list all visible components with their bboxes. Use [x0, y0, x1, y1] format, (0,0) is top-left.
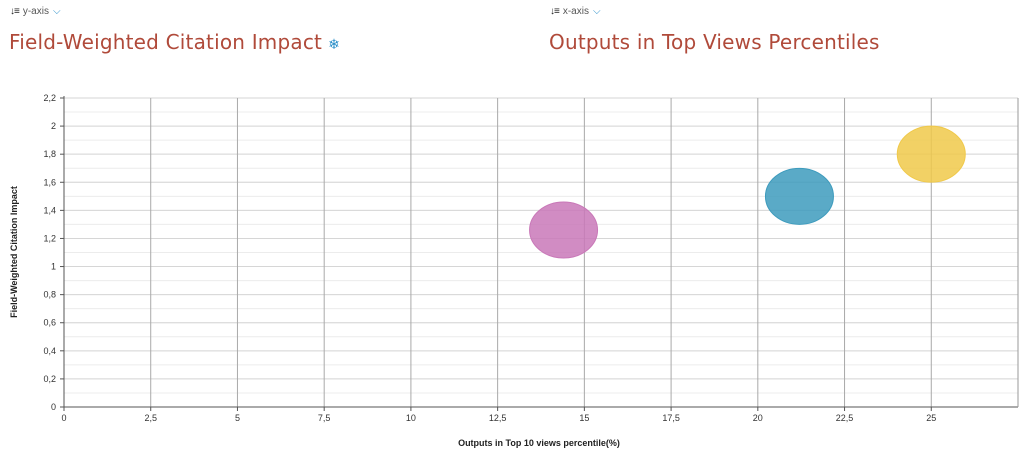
chevron-down-icon: ⌵	[592, 6, 601, 17]
data-points	[529, 125, 966, 259]
y-axis-selector[interactable]: ↓≡ y-axis ⌵	[10, 6, 61, 17]
x-tick-label: 10	[406, 413, 416, 423]
x-tick-label: 7,5	[318, 413, 331, 423]
x-axis-label: x-axis	[562, 6, 589, 17]
y-metric-title[interactable]: Field-Weighted Citation Impact ❄	[9, 30, 340, 54]
x-ticks: 0 2,5 5 7,5 10 12,5 15 17,5 20 22,5 25	[61, 407, 936, 423]
x-axis-selector[interactable]: ↓≡ x-axis ⌵	[550, 6, 601, 17]
x-axis-title: Outputs in Top 10 views percentile(%)	[458, 438, 620, 448]
x-tick-label: 2,5	[144, 413, 157, 423]
y-tick-label: 1,8	[43, 149, 56, 159]
y-tick-label: 1	[51, 262, 56, 272]
x-tick-label: 17,5	[662, 413, 680, 423]
y-tick-label: 0,8	[43, 290, 56, 300]
y-tick-label: 0	[51, 402, 56, 412]
y-tick-label: 2,2	[43, 93, 56, 103]
x-metric-label: Outputs in Top Views Percentiles	[549, 30, 880, 54]
y-tick-label: 1,2	[43, 233, 56, 243]
x-tick-label: 25	[926, 413, 936, 423]
x-metric-title[interactable]: Outputs in Top Views Percentiles	[549, 30, 880, 54]
chevron-down-icon: ⌵	[52, 6, 61, 17]
snowflake-icon[interactable]: ❄	[328, 37, 340, 53]
grid	[63, 97, 1018, 408]
x-tick-label: 20	[753, 413, 763, 423]
y-axis-label: y-axis	[22, 6, 49, 17]
x-tick-label: 22,5	[836, 413, 854, 423]
bubble	[764, 167, 834, 225]
y-tick-label: 1,4	[43, 205, 56, 215]
x-tick-label: 5	[235, 413, 240, 423]
y-axis-title: Field-Weighted Citation Impact	[9, 186, 19, 318]
y-tick-label: 0,2	[43, 374, 56, 384]
y-tick-label: 0,6	[43, 318, 56, 328]
y-tick-label: 1,6	[43, 177, 56, 187]
axes	[63, 96, 1019, 408]
y-tick-label: 0,4	[43, 346, 56, 356]
x-tick-label: 12,5	[489, 413, 507, 423]
bubble	[529, 201, 599, 259]
y-tick-label: 2	[51, 121, 56, 131]
x-tick-label: 15	[579, 413, 589, 423]
bubble	[896, 125, 966, 183]
y-metric-label: Field-Weighted Citation Impact	[9, 30, 323, 54]
y-ticks: 0 0,2 0,4 0,6 0,8 1 1,2 1,4 1,6 1,8 2 2,2	[43, 93, 64, 412]
sort-icon: ↓≡	[550, 6, 560, 17]
sort-icon: ↓≡	[10, 6, 20, 17]
x-tick-label: 0	[61, 413, 66, 423]
